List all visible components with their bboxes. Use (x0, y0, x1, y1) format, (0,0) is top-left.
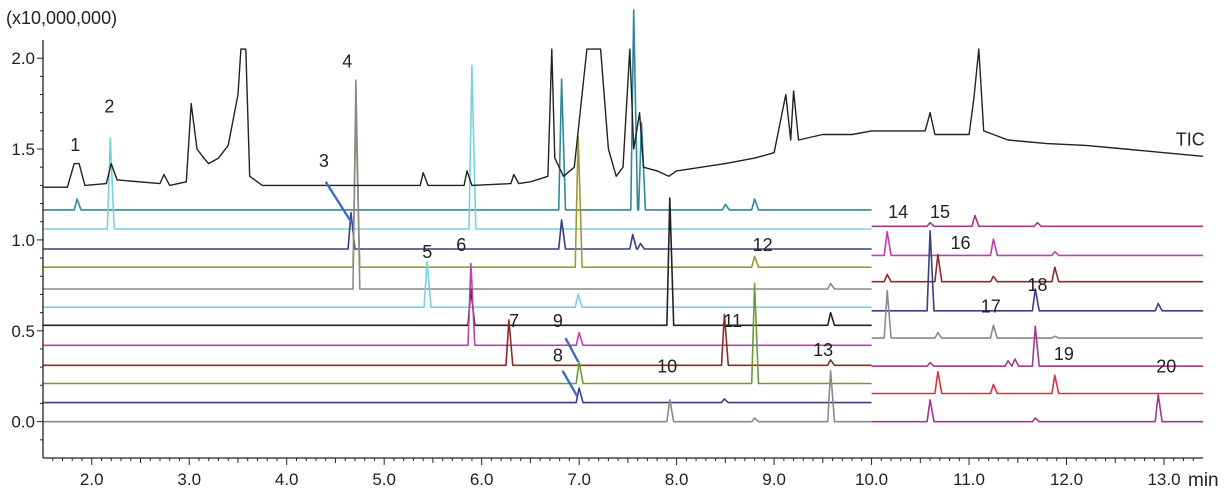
x-tick-label: 9.0 (762, 470, 786, 489)
component-trace-14 (871, 230, 1203, 257)
leader-line-layer (324, 181, 580, 397)
x-tick-label: 11.0 (953, 470, 985, 489)
peak-label-12: 12 (753, 235, 773, 255)
y-tick-label: 1.0 (11, 231, 35, 250)
peak-label-15: 15 (930, 202, 950, 222)
axis-layer: 2.0 3.0 4.0 5.0 6.0 7.0 8.0 9.0 10.0 11.0 12.0 13.0… (11, 40, 1203, 489)
peak-label-13: 13 (813, 340, 833, 360)
trace-layer (43, 9, 1203, 423)
component-trace-2 (43, 64, 872, 230)
component-trace-16 (871, 230, 1203, 312)
component-trace-15 (871, 253, 1203, 283)
peak-label-16: 16 (951, 233, 971, 253)
peak-label-10: 10 (657, 357, 677, 377)
component-trace-10 (43, 282, 872, 385)
peak-label-9: 9 (553, 311, 563, 331)
peak-label-6: 6 (456, 235, 466, 255)
x-tick-label: 13.0 (1147, 470, 1180, 489)
leader-line-9 (564, 337, 580, 363)
component-trace-13 (871, 214, 1203, 228)
component-trace-11 (43, 387, 872, 404)
peak-label-1: 1 (70, 135, 80, 155)
tic-trace (43, 48, 1204, 188)
component-trace-7 (43, 197, 872, 327)
peak-label-17: 17 (981, 297, 1001, 317)
x-axis-unit-label: min (1188, 470, 1219, 491)
x-tick-label: 5.0 (372, 470, 396, 489)
x-tick-label: 7.0 (567, 470, 591, 489)
y-tick-label: 1.5 (11, 140, 35, 159)
tic-layer (43, 48, 1204, 188)
peak-label-7: 7 (509, 311, 519, 331)
component-trace-12 (43, 370, 872, 423)
component-trace-9 (43, 313, 872, 367)
component-trace-5 (43, 79, 872, 290)
y-tick-label: 0.5 (11, 322, 35, 341)
peak-label-18: 18 (1028, 275, 1048, 295)
x-tick-label: 2.0 (80, 470, 104, 489)
component-trace-17 (871, 290, 1203, 339)
leader-line-8 (561, 370, 579, 397)
x-tick-label: 6.0 (470, 470, 494, 489)
component-trace-20 (871, 393, 1203, 423)
component-trace-3 (43, 211, 872, 250)
x-tick-label: 3.0 (177, 470, 201, 489)
x-tick-label: 8.0 (665, 470, 689, 489)
y-tick-label: 2.0 (11, 49, 35, 68)
x-tick-label: 12.0 (1050, 470, 1083, 489)
leader-line-3 (324, 181, 353, 223)
peak-label-2: 2 (104, 97, 114, 117)
peak-label-19: 19 (1054, 344, 1074, 364)
peak-label-14: 14 (888, 202, 908, 222)
peak-label-8: 8 (553, 346, 563, 366)
peak-label-5: 5 (422, 242, 432, 262)
y-multiplier-label: (x10,000,000) (6, 8, 117, 28)
x-tick-label: 10.0 (855, 470, 888, 489)
component-trace-8 (43, 262, 872, 347)
component-trace-19 (871, 370, 1203, 395)
peak-label-20: 20 (1156, 357, 1176, 377)
x-tick-label: 4.0 (275, 470, 299, 489)
component-trace-18 (871, 325, 1203, 367)
component-trace-1 (43, 9, 872, 211)
y-tick-label: 0.0 (11, 413, 35, 432)
component-trace-6 (43, 260, 872, 308)
peak-label-11: 11 (723, 311, 742, 331)
peak-label-3: 3 (319, 151, 329, 171)
tic-label: TIC (1176, 129, 1205, 149)
peak-label-4: 4 (342, 51, 352, 71)
